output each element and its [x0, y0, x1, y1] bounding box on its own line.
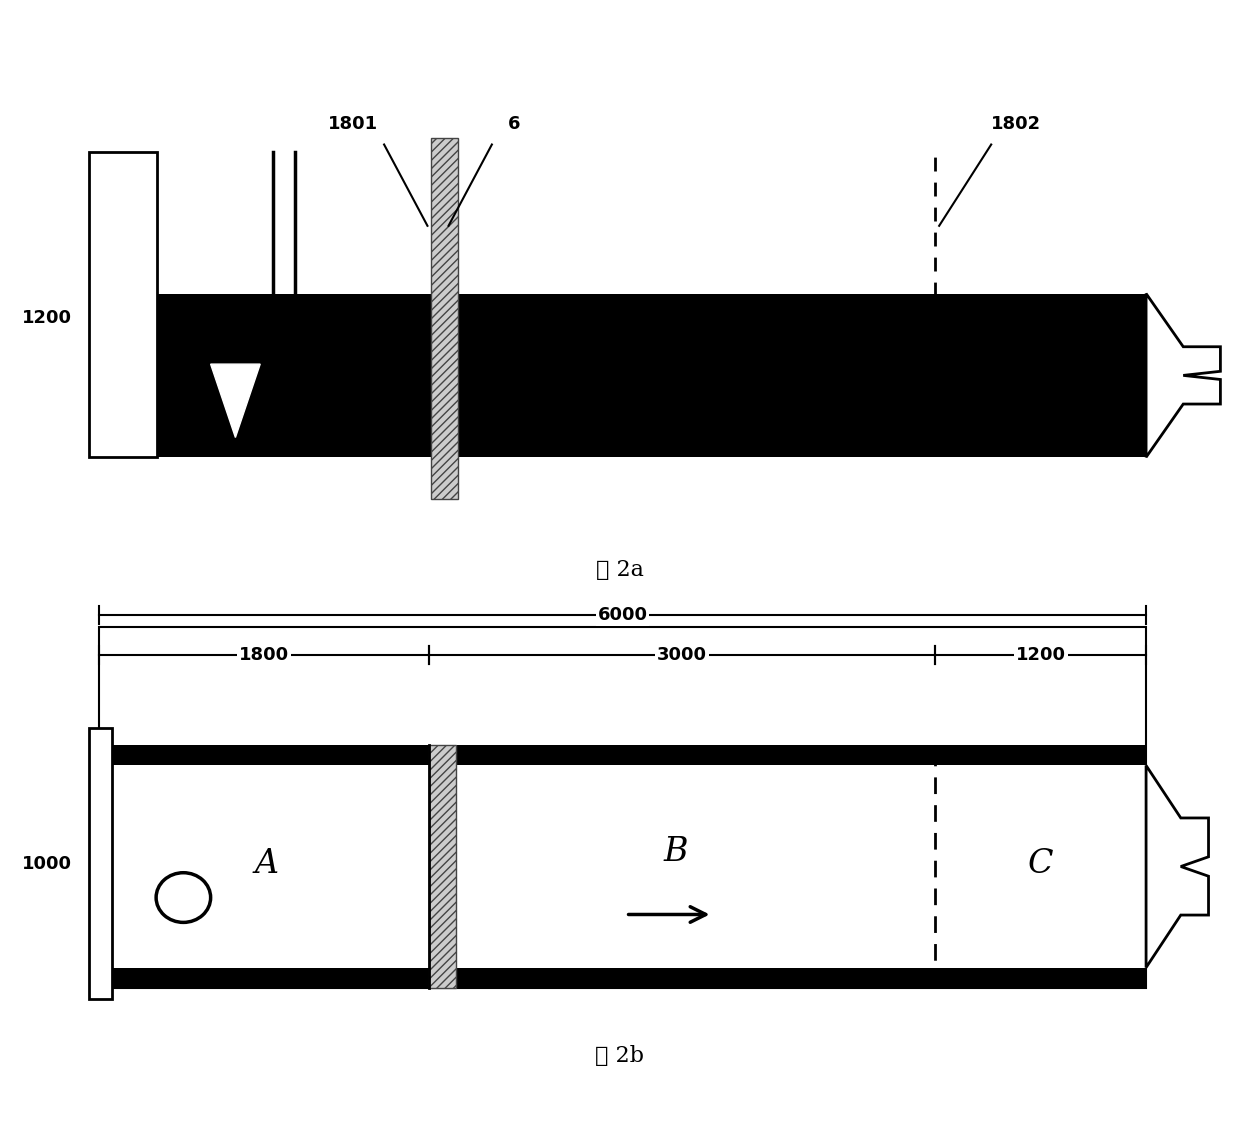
Text: B: B	[663, 837, 688, 868]
Bar	[89, 728, 112, 999]
Polygon shape	[1146, 765, 1208, 968]
Text: 1200: 1200	[1016, 646, 1066, 664]
Text: 1000: 1000	[22, 855, 72, 873]
Bar	[99, 745, 1146, 765]
Text: 6000: 6000	[597, 606, 648, 624]
Circle shape	[156, 873, 211, 922]
Text: 1800: 1800	[239, 646, 289, 664]
Text: 3000: 3000	[657, 646, 707, 664]
Text: C: C	[1028, 848, 1053, 879]
Text: 图 2b: 图 2b	[595, 1044, 644, 1067]
Bar	[429, 745, 456, 988]
Bar	[99, 627, 1146, 988]
Bar	[89, 152, 157, 457]
Polygon shape	[211, 364, 260, 437]
Polygon shape	[1146, 294, 1220, 457]
Bar	[99, 765, 1146, 968]
Text: 1200: 1200	[22, 309, 72, 327]
Text: 6: 6	[508, 115, 520, 133]
Bar	[99, 968, 1146, 988]
Text: 1801: 1801	[328, 115, 378, 133]
Text: A: A	[254, 848, 279, 879]
Bar	[99, 294, 1146, 457]
Text: 1802: 1802	[991, 115, 1041, 133]
Text: 图 2a: 图 2a	[596, 559, 643, 581]
Bar	[431, 138, 458, 499]
